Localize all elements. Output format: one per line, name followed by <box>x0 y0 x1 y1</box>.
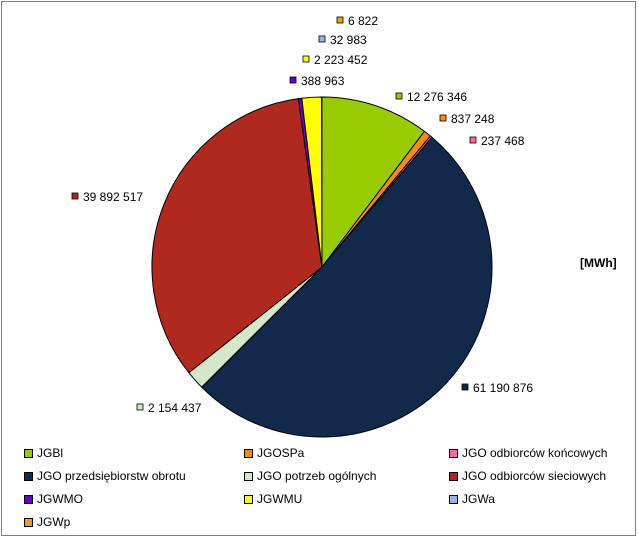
legend-item-jgo-potrzeb-ogolnych: JGO potrzeb ogólnych <box>244 469 376 483</box>
data-label-text: 837 248 <box>451 112 495 126</box>
data-label-jgo-odbiorcow-sieciowych: 39 892 517 <box>71 190 143 204</box>
legend-label: JGO odbiorców sieciowych <box>462 469 607 483</box>
legend-label: JGWp <box>37 515 71 529</box>
legend-swatch <box>24 517 33 527</box>
legend-item-jgo-odbiorcow-sieciowych: JGO odbiorców sieciowych <box>449 469 606 483</box>
legend-item-jgwa: JGWa <box>449 492 495 506</box>
data-label-key <box>395 92 403 100</box>
data-label-text: 237 468 <box>481 134 525 148</box>
legend-swatch <box>449 471 458 481</box>
data-label-key <box>302 55 310 63</box>
legend-item-jgo-odbiorcow-koncowych: JGO odbiorców końcowych <box>449 446 607 460</box>
legend-swatch <box>24 494 33 504</box>
data-label-key <box>289 76 297 84</box>
legend-item-jgwmu: JGWMU <box>244 492 302 506</box>
data-label-text: 32 983 <box>330 33 367 47</box>
pie-slice-jgbl <box>321 96 426 269</box>
legend-label: JGWMO <box>37 492 83 506</box>
legend-label: JGO przedsiębiorstw obrotu <box>37 469 186 483</box>
data-label-jgo-potrzeb-ogolnych: 2 154 437 <box>136 401 202 415</box>
data-label-key <box>461 383 469 391</box>
pie-slice-jgo-przedsiebiorstw-obrotu <box>200 136 493 438</box>
legend-label: JGBl <box>37 446 64 460</box>
legend-label: JGO potrzeb ogólnych <box>257 469 377 483</box>
legend-item-jgbl: JGBl <box>24 446 63 460</box>
legend-swatch <box>24 448 33 458</box>
legend-label: JGWMU <box>257 492 303 506</box>
legend-label: JGWa <box>462 492 495 506</box>
unit-label: [MWh] <box>580 256 617 270</box>
pie-slice-jgo-odbiorcow-sieciowych <box>151 98 323 374</box>
data-label-text: 6 822 <box>348 14 378 28</box>
legend-item-jgospa: JGOSPa <box>244 446 304 460</box>
data-label-text: 12 276 346 <box>407 90 467 104</box>
data-label-jgospa: 837 248 <box>439 112 495 126</box>
data-label-text: 39 892 517 <box>83 190 143 204</box>
legend-swatch <box>244 448 253 458</box>
legend-swatch <box>244 471 253 481</box>
data-label-key <box>71 192 79 200</box>
legend-item-jgwp: JGWp <box>24 515 70 529</box>
data-label-jgwp: 6 822 <box>336 14 378 28</box>
legend-swatch <box>449 448 458 458</box>
data-label-text: 61 190 876 <box>473 381 533 395</box>
data-label-jgwmu: 2 223 452 <box>302 53 368 67</box>
legend-item-jgwmo: JGWMO <box>24 492 83 506</box>
legend-label: JGOSPa <box>257 446 305 460</box>
legend-swatch <box>24 471 33 481</box>
legend-label: JGO odbiorców końcowych <box>462 446 608 460</box>
data-label-key <box>336 16 344 24</box>
legend-item-jgo-przedsiebiorstw-obrotu: JGO przedsiębiorstw obrotu <box>24 469 186 483</box>
data-label-key <box>318 35 326 43</box>
data-label-key <box>136 403 144 411</box>
data-label-key <box>469 136 477 144</box>
data-label-text: 2 154 437 <box>148 401 202 415</box>
data-label-jgwa: 32 983 <box>318 33 367 47</box>
legend-swatch <box>449 494 458 504</box>
data-label-jgo-odbiorcow-koncowych: 237 468 <box>469 134 525 148</box>
data-label-jgo-przedsiebiorstw-obrotu: 61 190 876 <box>461 381 533 395</box>
data-label-jgwmo: 388 963 <box>289 74 345 88</box>
data-label-jgbl: 12 276 346 <box>395 90 467 104</box>
data-label-text: 388 963 <box>301 74 345 88</box>
data-label-key <box>439 114 447 122</box>
legend-swatch <box>244 494 253 504</box>
data-label-text: 2 223 452 <box>314 53 368 67</box>
